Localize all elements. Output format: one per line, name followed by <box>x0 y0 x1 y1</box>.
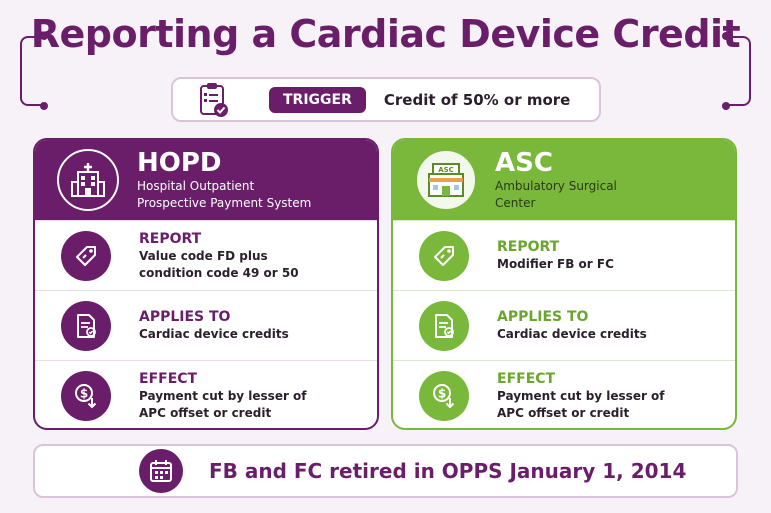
asc-report-desc: Modifier FB or FC <box>497 257 614 271</box>
asc-subtitle-line2: Center <box>495 196 536 210</box>
frame-line-right <box>727 36 751 106</box>
document-icon <box>419 300 469 351</box>
calendar-icon <box>139 449 183 493</box>
asc-icon-text: ASC <box>438 166 454 174</box>
tag-icon <box>61 230 111 281</box>
hopd-subtitle-line1: Hospital Outpatient <box>137 179 255 193</box>
hospital-icon <box>57 149 119 211</box>
hopd-header: HOPD Hospital Outpatient Prospective Pay… <box>35 140 377 220</box>
dollar-down-icon: $ <box>61 370 111 421</box>
asc-applies-label: APPLIES TO <box>497 309 589 325</box>
footer-banner: FB and FC retired in OPPS January 1, 201… <box>33 444 738 498</box>
trigger-box: TRIGGER Credit of 50% or more <box>171 77 601 122</box>
asc-effect-label: EFFECT <box>497 370 556 387</box>
hopd-title: HOPD <box>137 148 222 178</box>
clipboard-check-icon <box>193 80 233 120</box>
hopd-applies-row: APPLIES TO Cardiac device credits <box>35 290 377 360</box>
hopd-report-row: REPORT Value code FD plus condition code… <box>35 220 377 290</box>
asc-title: ASC <box>495 148 553 178</box>
hopd-card: HOPD Hospital Outpatient Prospective Pay… <box>33 138 379 430</box>
document-icon <box>61 300 111 351</box>
hopd-effect-label: EFFECT <box>139 370 198 387</box>
hopd-report-label: REPORT <box>139 230 202 247</box>
tag-icon <box>419 230 469 281</box>
hopd-report-desc: Value code FD plus condition code 49 or … <box>139 248 299 280</box>
asc-subtitle-line1: Ambulatory Surgical <box>495 179 617 193</box>
hopd-effect-row: $ EFFECT Payment cut by lesser of APC of… <box>35 360 377 428</box>
hopd-applies-label: APPLIES TO <box>139 309 231 325</box>
asc-report-row: REPORT Modifier FB or FC <box>393 220 735 290</box>
frame-dot <box>40 102 48 110</box>
frame-dot <box>40 32 48 40</box>
trigger-label: TRIGGER <box>269 86 366 113</box>
hopd-subtitle-line2: Prospective Payment System <box>137 196 312 210</box>
svg-text:$: $ <box>80 386 88 400</box>
page-title: Reporting a Cardiac Device Credit <box>30 12 741 56</box>
frame-line-left <box>20 36 44 106</box>
asc-applies-desc: Cardiac device credits <box>497 327 647 341</box>
dollar-down-icon: $ <box>419 370 469 421</box>
trigger-text: Credit of 50% or more <box>383 90 571 109</box>
asc-effect-desc: Payment cut by lesser of APC offset or c… <box>497 388 665 420</box>
asc-card: ASC ASC Ambulatory Surgical Center REPOR… <box>391 138 737 430</box>
asc-applies-row: APPLIES TO Cardiac device credits <box>393 290 735 360</box>
hopd-effect-desc: Payment cut by lesser of APC offset or c… <box>139 388 307 420</box>
asc-effect-row: $ EFFECT Payment cut by lesser of APC of… <box>393 360 735 428</box>
asc-building-icon: ASC <box>415 149 477 211</box>
asc-header: ASC ASC Ambulatory Surgical Center <box>393 140 735 220</box>
footer-text: FB and FC retired in OPPS January 1, 201… <box>209 459 687 483</box>
asc-report-label: REPORT <box>497 239 560 255</box>
frame-dot <box>722 102 730 110</box>
hopd-applies-desc: Cardiac device credits <box>139 327 289 341</box>
frame-dot <box>722 32 730 40</box>
svg-text:$: $ <box>438 386 446 400</box>
